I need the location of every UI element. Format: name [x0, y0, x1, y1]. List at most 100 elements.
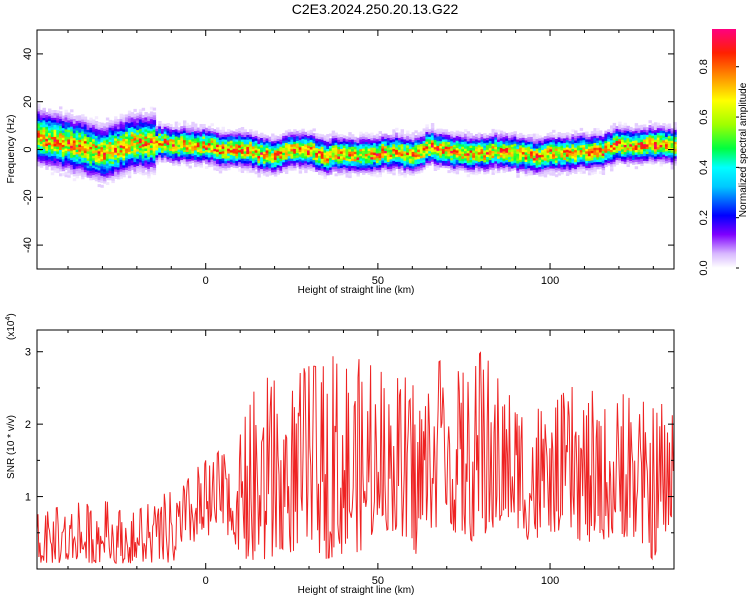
spectrogram-cell: [510, 132, 515, 136]
spectrogram-cell: [172, 129, 176, 133]
y-tick-label: 0: [22, 146, 34, 152]
spectrogram-cell: [89, 120, 93, 123]
spectrogram-cell: [155, 140, 159, 144]
spectrogram-cell: [626, 152, 630, 156]
spectrogram-cell: [530, 167, 534, 171]
spectrogram-cell: [656, 125, 661, 129]
spectrogram-cell: [329, 169, 333, 173]
spectrogram-cell: [72, 149, 77, 153]
spectrogram-cell: [538, 149, 542, 153]
spectrogram-cell: [290, 134, 294, 138]
spectrogram-cell: [149, 152, 154, 156]
spectrogram-cell: [130, 140, 135, 144]
spectrogram-cell: [207, 133, 212, 136]
spectrogram-cell: [654, 155, 658, 159]
spectrogram-cell: [105, 124, 110, 128]
spectrogram-cell: [579, 171, 584, 174]
spectrogram-cell: [419, 143, 424, 147]
spectrogram-cell: [119, 137, 123, 141]
spectrogram-cell: [199, 131, 203, 135]
spectrogram-cell: [439, 135, 443, 139]
spectrogram-cell: [538, 140, 542, 144]
spectrogram-cell: [111, 149, 115, 152]
spectrogram-cell: [111, 158, 115, 162]
spectrogram-cell: [598, 132, 603, 136]
spectrogram-cell: [618, 121, 622, 125]
spectrogram-cell: [508, 154, 512, 158]
spectrogram-cell: [524, 139, 528, 143]
spectrogram-cell: [158, 135, 162, 139]
spectrogram-cell: [395, 132, 399, 136]
spectrogram-cell: [510, 146, 515, 150]
spectrogram-cell: [618, 147, 622, 151]
spectrogram-cell: [532, 138, 537, 142]
spectrogram-cell: [596, 147, 600, 151]
spectrogram-cell: [461, 165, 465, 169]
spectrogram-cell: [251, 165, 256, 168]
spectrogram-cell: [370, 132, 374, 136]
spectrogram-cell: [70, 118, 74, 122]
x-tick-label: 0: [203, 575, 209, 587]
spectrogram-cell: [499, 154, 504, 158]
spectrogram-cell: [298, 165, 303, 169]
spectrogram-cell: [532, 147, 537, 151]
spectrogram-cell: [477, 135, 482, 138]
spectrogram-cell: [177, 156, 181, 159]
spectrogram-cell: [538, 168, 542, 172]
spectrogram-cell: [563, 142, 567, 146]
spectrogram-cell: [348, 136, 352, 140]
spectrogram-cell: [632, 147, 636, 151]
spectrogram-cell: [610, 132, 614, 136]
spectrogram-cell: [284, 139, 289, 143]
spectrogram-cell: [381, 148, 385, 151]
spectrogram-cell: [403, 172, 407, 176]
spectrogram-cell: [419, 136, 424, 140]
spectrogram-cell: [37, 132, 41, 136]
spectrogram-cell: [565, 151, 570, 155]
spectrogram-cell: [353, 136, 358, 140]
spectrogram-cell: [359, 136, 363, 140]
spectrogram-cell: [86, 138, 90, 142]
spectrogram-cell: [414, 168, 418, 172]
spectrogram-cell: [122, 155, 126, 159]
spectrogram-cell: [491, 136, 495, 139]
spectrogram-cell: [138, 125, 143, 129]
spectrogram-cell: [174, 162, 179, 166]
spectrogram-cell: [546, 137, 550, 141]
spectrogram-cell: [144, 167, 148, 170]
spectrogram-cell: [45, 159, 49, 163]
spectrogram-cell: [425, 162, 429, 166]
spectrogram-cell: [97, 157, 101, 161]
spectrogram-cell: [70, 166, 74, 170]
spectrogram-cell: [571, 153, 575, 157]
spectrogram-cell: [188, 146, 192, 150]
spectrogram-cell: [461, 134, 465, 138]
spectrogram-cell: [673, 162, 677, 166]
spectrogram-cell: [557, 170, 561, 174]
spectrogram-cell: [422, 149, 426, 153]
spectrogram-cell: [659, 161, 663, 165]
spectrogram-cell: [103, 147, 107, 151]
spectrogram-cell: [574, 161, 578, 165]
spectrogram-cell: [648, 158, 652, 162]
spectrogram-cell: [593, 149, 597, 153]
spectrogram-cell: [293, 141, 297, 145]
spectrogram-cell: [92, 174, 96, 178]
spectrogram-cell: [92, 169, 96, 173]
spectrogram-cell: [554, 167, 559, 171]
spectrogram-cell: [486, 161, 490, 165]
spectrogram-cell: [290, 153, 294, 157]
spectrogram-cell: [136, 131, 140, 135]
spectrogram-cell: [367, 162, 371, 166]
spectrogram-cell: [552, 151, 556, 155]
spectrogram-cell: [227, 136, 231, 140]
spectrogram-cell: [183, 132, 187, 136]
spectrogram-cell: [406, 147, 410, 151]
spectrogram-cell: [579, 156, 584, 160]
spectrogram-cell: [136, 124, 140, 128]
spectrogram-cell: [598, 142, 603, 146]
spectrogram-cell: [155, 147, 159, 151]
spectrogram-cell: [94, 147, 99, 151]
spectrogram-cell: [293, 153, 297, 157]
spectrogram-cell: [323, 144, 327, 148]
